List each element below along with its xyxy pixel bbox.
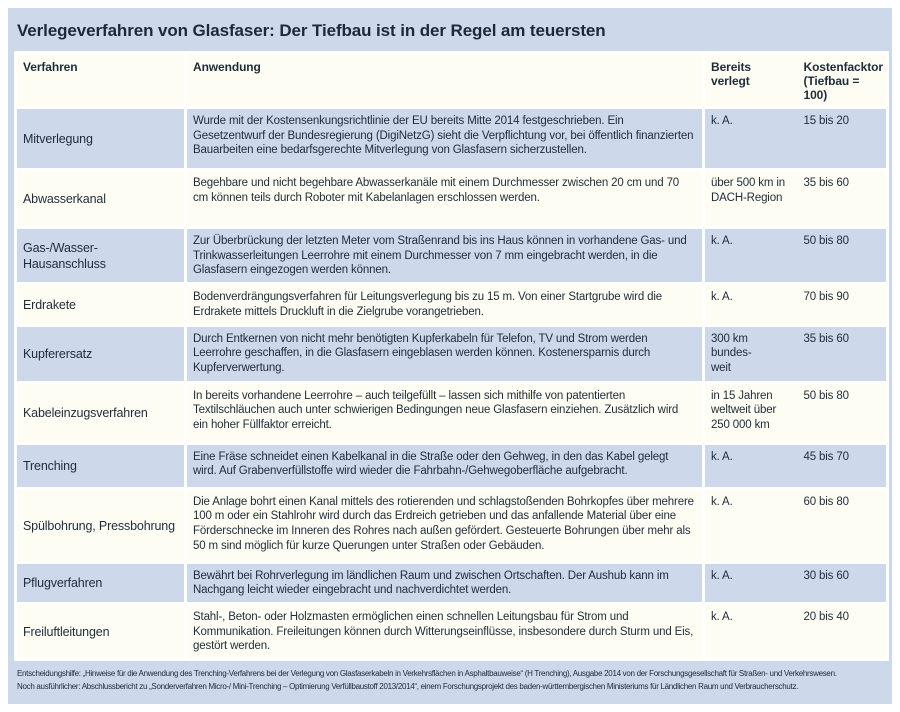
deployed-value: k. A.: [702, 225, 798, 284]
method-name: Kabeleinzugsverfahren: [14, 380, 186, 444]
deployed-value: in 15 Jahren weltweit über 250 000 km: [702, 380, 798, 444]
page-title: Verlegeverfahren von Glasfaser: Der Tief…: [17, 21, 606, 40]
table-row-pflugverfahren: Pflugverfahren Bewährt bei Rohrverlegung…: [14, 560, 889, 604]
deployed-value: k. A.: [702, 602, 798, 662]
col-header-bereits-verlegt: Bereits verlegt: [702, 51, 798, 108]
method-name: Trenching: [14, 441, 186, 489]
table-row-erdrakete: Erdrakete Bodenverdrängungsverfahren für…: [14, 282, 889, 326]
table-row-freiluftleitungen: Freiluftleitungen Stahl-, Beton- oder Ho…: [14, 602, 889, 662]
footnote-line-2: Noch ausführlicher: Abschlussbericht zu …: [17, 681, 799, 691]
method-description: Stahl-, Beton- oder Holzmasten ermöglich…: [184, 602, 704, 662]
deployed-value: k. A.: [702, 441, 798, 489]
cost-factor-value: 35 bis 60: [797, 168, 889, 228]
cost-factor-value: 70 bis 90: [797, 282, 889, 326]
col-header-verfahren: Verfahren: [14, 51, 186, 108]
method-description: Wurde mit der Kostensenkungsrichtlinie d…: [184, 106, 704, 170]
cost-factor-value: 15 bis 20: [797, 106, 889, 170]
method-name: Kupferersatz: [14, 323, 186, 383]
table-header-row: Verfahren Anwendung Bereits verlegt Kost…: [14, 51, 889, 108]
table-row-mitverlegung: Mitverlegung Wurde mit der Kostensenkung…: [14, 106, 889, 170]
footnotes: Entscheidungshilfe: „Hinweise für die An…: [8, 661, 892, 694]
cost-factor-value: 20 bis 40: [797, 602, 889, 662]
method-description: Durch Entkernen von nicht mehr benötigte…: [184, 323, 704, 383]
table-row-gas-wasser-hausanschluss: Gas-/Wasser-Hausanschluss Zur Überbrücku…: [14, 225, 889, 284]
cost-factor-value: 45 bis 70: [797, 441, 889, 489]
cost-factor-value: 60 bis 80: [797, 486, 889, 563]
deployed-value: k. A.: [702, 106, 798, 170]
table-row-kupferersatz: Kupferersatz Durch Entkernen von nicht m…: [14, 323, 889, 383]
method-name: Pflugverfahren: [14, 560, 186, 604]
kostenfaktor-header-line2: (Tiefbau = 100): [803, 74, 860, 102]
method-description: Zur Überbrückung der letzten Meter vom S…: [184, 225, 704, 284]
method-name: Freiluftleitungen: [14, 602, 186, 662]
deployed-value: k. A.: [702, 486, 798, 563]
cost-factor-value: 35 bis 60: [797, 323, 889, 383]
method-description: In bereits vorhandene Leerrohre – auch t…: [184, 380, 704, 444]
method-description: Bodenverdrängungsverfahren für Leitungsv…: [184, 282, 704, 326]
method-name: Mitverlegung: [14, 106, 186, 170]
kostenfaktor-header-line1: Kostenfacktor: [803, 60, 883, 74]
method-description: Die Anlage bohrt einen Kanal mittels des…: [184, 486, 704, 563]
table-row-spuelbohrung-pressbohrung: Spülbohrung, Pressbohrung Die Anlage boh…: [14, 486, 889, 563]
method-description: Eine Fräse schneidet einen Kabelkanal in…: [184, 441, 704, 489]
method-name: Gas-/Wasser-Hausanschluss: [14, 225, 186, 284]
footnote-line-1: Entscheidungshilfe: „Hinweise für die An…: [17, 669, 837, 679]
cost-factor-value: 50 bis 80: [797, 380, 889, 444]
table-row-kabeleinzugsverfahren: Kabeleinzugsverfahren In bereits vorhand…: [14, 380, 889, 444]
methods-table: Verfahren Anwendung Bereits verlegt Kost…: [14, 51, 889, 662]
infographic-panel: Verlegeverfahren von Glasfaser: Der Tief…: [8, 8, 892, 704]
deployed-value: über 500 km in DACH-Region: [702, 168, 798, 228]
cost-factor-value: 50 bis 80: [797, 225, 889, 284]
method-name: Spülbohrung, Pressbohrung: [14, 486, 186, 563]
method-name: Abwasserkanal: [14, 168, 186, 228]
table-row-trenching: Trenching Eine Fräse schneidet einen Kab…: [14, 441, 889, 489]
col-header-anwendung: Anwendung: [184, 51, 704, 108]
deployed-value: k. A.: [702, 282, 798, 326]
cost-factor-value: 30 bis 60: [797, 560, 889, 604]
deployed-value: 300 km bundes- weit: [702, 323, 798, 383]
method-description: Bewährt bei Rohrverlegung im ländlichen …: [184, 560, 704, 604]
col-header-kostenfaktor: Kostenfacktor (Tiefbau = 100): [797, 51, 889, 108]
method-description: Begehbare und nicht begehbare Abwasserka…: [184, 168, 704, 228]
table-row-abwasserkanal: Abwasserkanal Begehbare und nicht begehb…: [14, 168, 889, 228]
method-name: Erdrakete: [14, 282, 186, 326]
deployed-value: k. A.: [702, 560, 798, 604]
